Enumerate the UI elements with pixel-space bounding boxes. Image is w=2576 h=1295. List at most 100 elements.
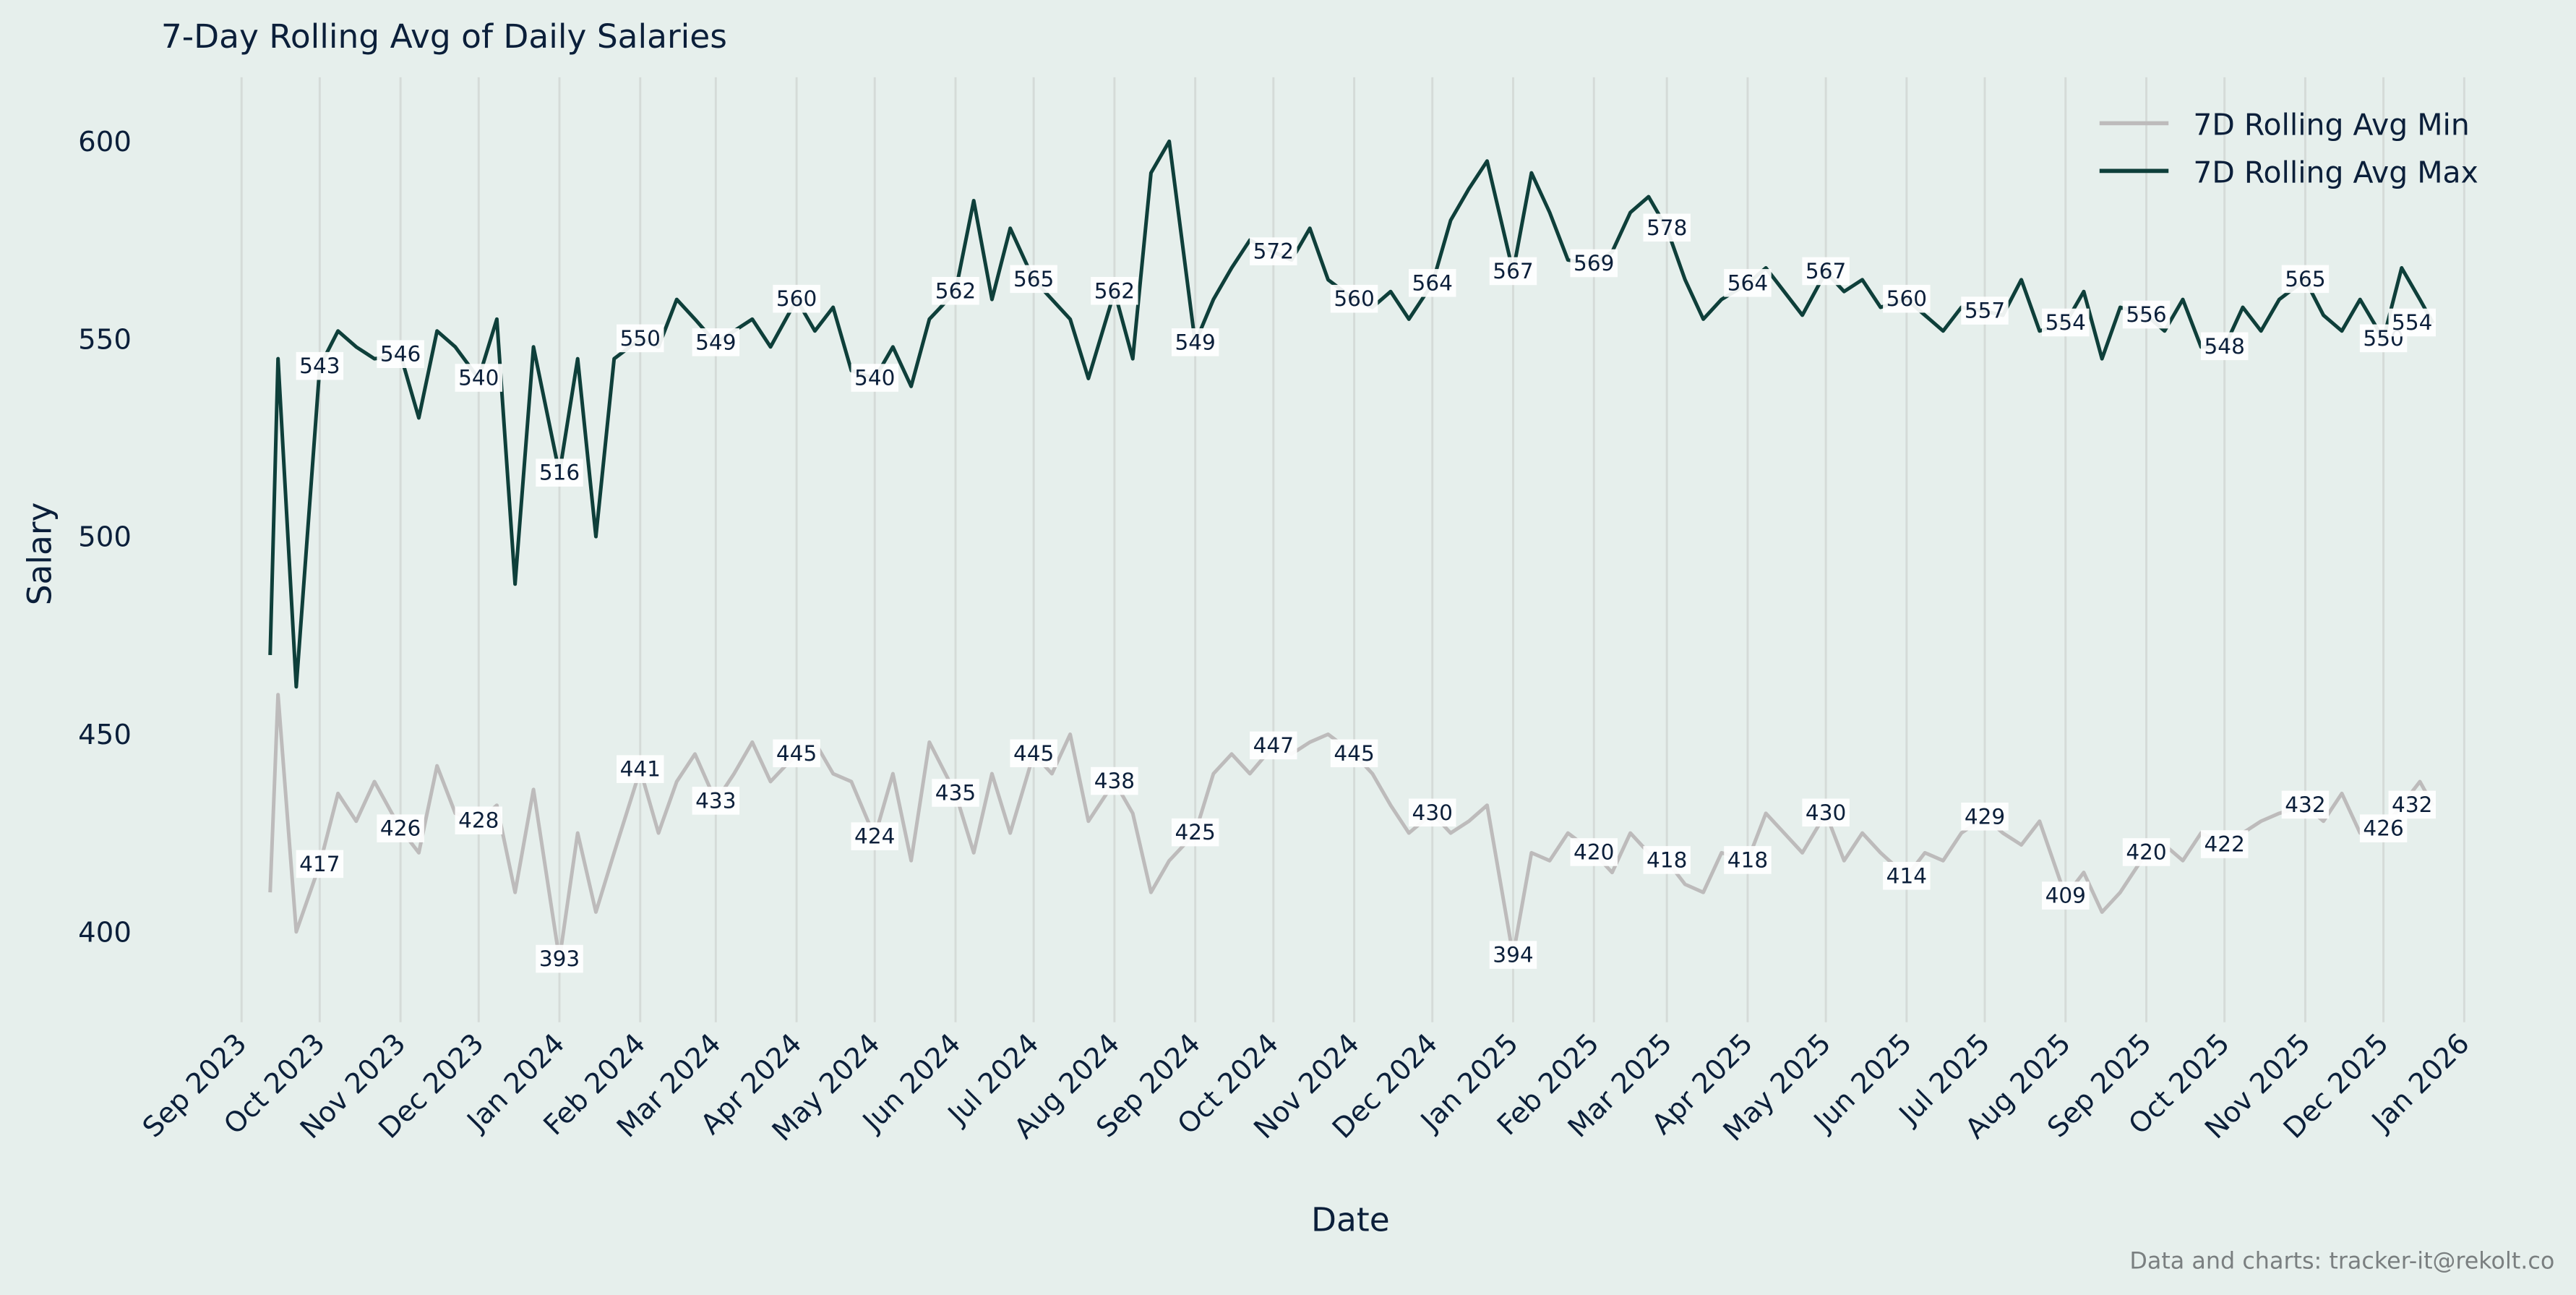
data-label-min: 426 (2359, 814, 2408, 842)
data-label-min: 393 (536, 944, 583, 973)
data-label-min: 426 (377, 814, 424, 842)
data-label-max: 562 (1091, 276, 1138, 305)
data-label-text: 428 (458, 808, 499, 833)
data-label-min: 420 (2122, 838, 2171, 866)
data-label-text: 424 (854, 824, 895, 849)
data-label-max: 565 (1010, 265, 1057, 294)
data-label-text: 445 (776, 741, 817, 766)
data-label-box (2359, 814, 2408, 842)
data-label-max: 567 (1489, 257, 1537, 286)
data-label-text: 564 (1727, 270, 1768, 295)
data-label-min: 418 (1643, 846, 1691, 874)
data-label-text: 418 (1727, 847, 1768, 872)
data-label-max: 554 (2042, 308, 2090, 337)
data-label-box (1091, 766, 1138, 795)
data-label-min: 445 (1330, 739, 1378, 768)
data-label-box (1330, 284, 1378, 313)
data-label-text: 432 (2285, 792, 2325, 817)
data-label-text: 554 (2045, 310, 2086, 335)
data-label-box (1961, 296, 2009, 325)
annotations: 417 426 428 393 441 433 445 424 435 445 438 425 447 4… (296, 213, 2436, 973)
data-label-box (932, 276, 979, 305)
data-label-text: 557 (1965, 299, 2005, 323)
data-label-max: 578 (1643, 213, 1691, 242)
data-label-box (536, 944, 583, 973)
data-label-max: 549 (692, 328, 740, 356)
data-label-box (2281, 790, 2330, 819)
data-label-text: 540 (854, 366, 895, 390)
data-label-text: 546 (380, 342, 421, 367)
data-label-text: 422 (2204, 832, 2244, 857)
data-label-text: 445 (1013, 741, 1054, 766)
data-label-text: 550 (620, 326, 661, 351)
data-label-box (773, 284, 820, 313)
legend: 7D Rolling Avg Min 7D Rolling Avg Max (2099, 107, 2478, 189)
data-label-min: 429 (1961, 803, 2009, 831)
data-label-box (2281, 265, 2330, 294)
data-label-box (1802, 798, 1850, 827)
data-label-box (1570, 838, 1618, 866)
y-tick-label: 400 (78, 916, 132, 949)
data-label-box (617, 755, 664, 783)
data-label-box (1961, 803, 2009, 831)
data-label-min: 441 (617, 755, 664, 783)
data-label-text: 565 (2285, 267, 2325, 291)
data-label-text: 426 (380, 816, 421, 841)
data-label-text: 393 (539, 946, 580, 971)
data-label-min: 445 (1010, 739, 1057, 768)
x-axis-label: Date (1311, 1200, 1390, 1239)
data-label-text: 578 (1647, 215, 1687, 240)
data-label-min: 428 (455, 806, 502, 835)
y-tick-label: 550 (78, 323, 132, 356)
data-label-box (2388, 308, 2436, 337)
data-label-max: 560 (1883, 284, 1931, 313)
data-label-max: 550 (2359, 324, 2408, 353)
data-label-box (2122, 300, 2171, 329)
data-label-max: 557 (1961, 296, 2009, 325)
data-label-text: 549 (695, 330, 736, 354)
data-label-box (455, 806, 502, 835)
data-label-box (2200, 830, 2249, 858)
data-label-box (1489, 941, 1537, 969)
data-label-max: 564 (1724, 269, 1772, 297)
data-label-max: 565 (2281, 265, 2330, 294)
data-label-text: 560 (1334, 286, 1374, 311)
data-label-box (536, 458, 583, 487)
data-label-text: 447 (1253, 733, 1294, 758)
data-label-text: 435 (935, 780, 976, 805)
data-label-max: 549 (1171, 328, 1219, 356)
data-label-box (851, 822, 898, 850)
data-label-box (1171, 328, 1219, 356)
footer-credit: Data and charts: tracker-it@rekolt.co (2129, 1247, 2554, 1275)
data-label-box (1010, 265, 1057, 294)
data-label-text: 569 (1573, 251, 1614, 275)
data-label-max: 567 (1802, 257, 1850, 286)
data-label-text: 564 (1412, 270, 1453, 295)
data-label-max: 540 (851, 364, 898, 392)
data-label-box (932, 779, 979, 807)
chart-title: 7-Day Rolling Avg of Daily Salaries (161, 17, 727, 56)
data-label-min: 432 (2388, 790, 2436, 819)
data-label-text: 560 (776, 286, 817, 311)
data-label-box (2388, 790, 2436, 819)
data-label-max: 562 (932, 276, 979, 305)
data-label-max: 560 (773, 284, 820, 313)
data-label-box (1883, 861, 1931, 890)
data-label-max: 540 (455, 364, 502, 392)
data-label-box (1330, 739, 1378, 768)
data-label-min: 445 (773, 739, 820, 768)
data-label-text: 417 (299, 852, 340, 876)
data-label-text: 414 (1886, 863, 1927, 888)
data-label-text: 556 (2126, 302, 2166, 327)
data-label-text: 429 (1965, 804, 2005, 829)
data-label-max: 569 (1570, 249, 1618, 278)
data-label-min: 414 (1883, 861, 1931, 890)
data-label-text: 418 (1647, 847, 1687, 872)
data-label-box (455, 364, 502, 392)
data-label-box (1010, 739, 1057, 768)
y-axis-ticks: 400 450 500 550 600 (78, 126, 132, 949)
data-label-text: 433 (695, 788, 736, 813)
data-label-text: 420 (1573, 839, 1614, 864)
data-label-min: 433 (692, 787, 740, 815)
